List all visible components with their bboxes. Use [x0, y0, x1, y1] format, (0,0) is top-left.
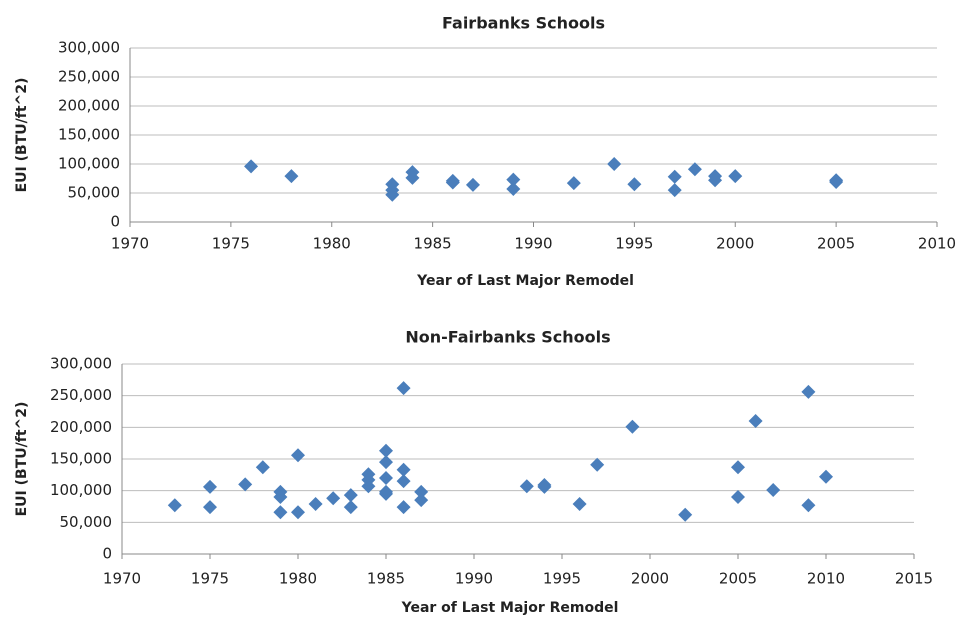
point — [379, 486, 393, 501]
x-axis-title: Year of Last Major Remodel — [416, 273, 634, 289]
x-axis-title: Year of Last Major Remodel — [401, 600, 619, 616]
x-tick-label: 1970 — [111, 235, 149, 253]
y-tick-label: 50,000 — [60, 513, 113, 531]
point — [291, 448, 305, 463]
point — [396, 462, 411, 477]
x-tick-label: 1985 — [414, 235, 452, 253]
x-tick-label: 1975 — [191, 570, 229, 588]
y-tick-label: 100,000 — [58, 155, 120, 173]
point — [203, 479, 217, 494]
point — [284, 169, 299, 184]
point — [343, 488, 358, 503]
x-tick-label: 1975 — [212, 235, 250, 253]
point — [801, 498, 816, 513]
point — [731, 460, 745, 475]
point — [728, 169, 743, 184]
chart-title: Non-Fairbanks Schools — [405, 328, 610, 347]
point — [537, 479, 552, 494]
point — [801, 384, 816, 399]
point — [244, 159, 259, 174]
x-tick-label: 1970 — [103, 570, 141, 588]
point — [465, 177, 480, 192]
point — [572, 496, 587, 511]
point — [414, 493, 429, 508]
point — [819, 469, 833, 484]
point — [238, 477, 253, 492]
y-tick-label: 50,000 — [68, 184, 121, 202]
y-tick-label: 0 — [102, 545, 112, 563]
point — [343, 500, 358, 515]
point — [379, 471, 393, 485]
x-tick-label: 1990 — [455, 570, 493, 588]
y-tick-label: 150,000 — [50, 450, 112, 468]
point — [731, 490, 745, 504]
point — [273, 505, 288, 520]
x-tick-label: 1990 — [514, 235, 552, 253]
point — [607, 157, 622, 171]
point — [396, 500, 411, 515]
point — [519, 479, 534, 494]
y-tick-label: 300,000 — [58, 39, 120, 57]
point — [829, 174, 844, 189]
y-tick-label: 0 — [110, 213, 120, 231]
point — [385, 187, 400, 202]
point — [203, 500, 217, 515]
x-tick-label: 2005 — [719, 570, 757, 588]
x-tick-label: 2010 — [807, 570, 845, 588]
y-tick-label: 200,000 — [50, 418, 112, 436]
x-tick-label: 1995 — [543, 570, 581, 588]
x-tick-label: 2000 — [716, 235, 754, 253]
x-tick-label: 1985 — [367, 570, 405, 588]
point — [708, 173, 723, 188]
y-tick-label: 100,000 — [50, 481, 112, 499]
point — [678, 507, 693, 522]
point — [379, 443, 393, 458]
point — [687, 162, 702, 177]
x-tick-label: 2005 — [817, 235, 855, 253]
y-tick-label: 200,000 — [58, 97, 120, 115]
point — [273, 490, 288, 504]
y-axis-title: EUI (BTU/ft^2) — [14, 78, 30, 193]
point — [291, 505, 305, 520]
x-tick-label: 1980 — [313, 235, 351, 253]
x-tick-label: 2010 — [918, 235, 956, 253]
x-tick-label: 2015 — [895, 570, 933, 588]
x-tick-label: 1995 — [615, 235, 653, 253]
point — [445, 175, 460, 190]
point — [308, 496, 323, 511]
point — [361, 479, 376, 494]
point — [405, 170, 420, 185]
y-tick-label: 150,000 — [58, 126, 120, 144]
y-tick-label: 300,000 — [50, 355, 112, 373]
point — [379, 455, 393, 470]
point — [326, 491, 341, 506]
point — [167, 498, 182, 513]
point — [590, 457, 605, 472]
x-tick-label: 1980 — [279, 570, 317, 588]
point — [396, 381, 411, 396]
point — [506, 181, 521, 196]
point — [255, 460, 270, 475]
y-axis-title: EUI (BTU/ft^2) — [14, 402, 30, 517]
point — [506, 172, 521, 187]
chart-title: Fairbanks Schools — [442, 14, 605, 33]
point — [396, 474, 411, 489]
point — [414, 484, 429, 499]
point — [766, 483, 781, 498]
point — [627, 177, 642, 192]
point — [667, 169, 682, 184]
y-tick-label: 250,000 — [58, 68, 120, 86]
point — [625, 419, 640, 434]
point — [566, 176, 581, 191]
point — [667, 183, 682, 198]
y-tick-label: 250,000 — [50, 386, 112, 404]
x-tick-label: 2000 — [631, 570, 669, 588]
point — [748, 414, 763, 428]
